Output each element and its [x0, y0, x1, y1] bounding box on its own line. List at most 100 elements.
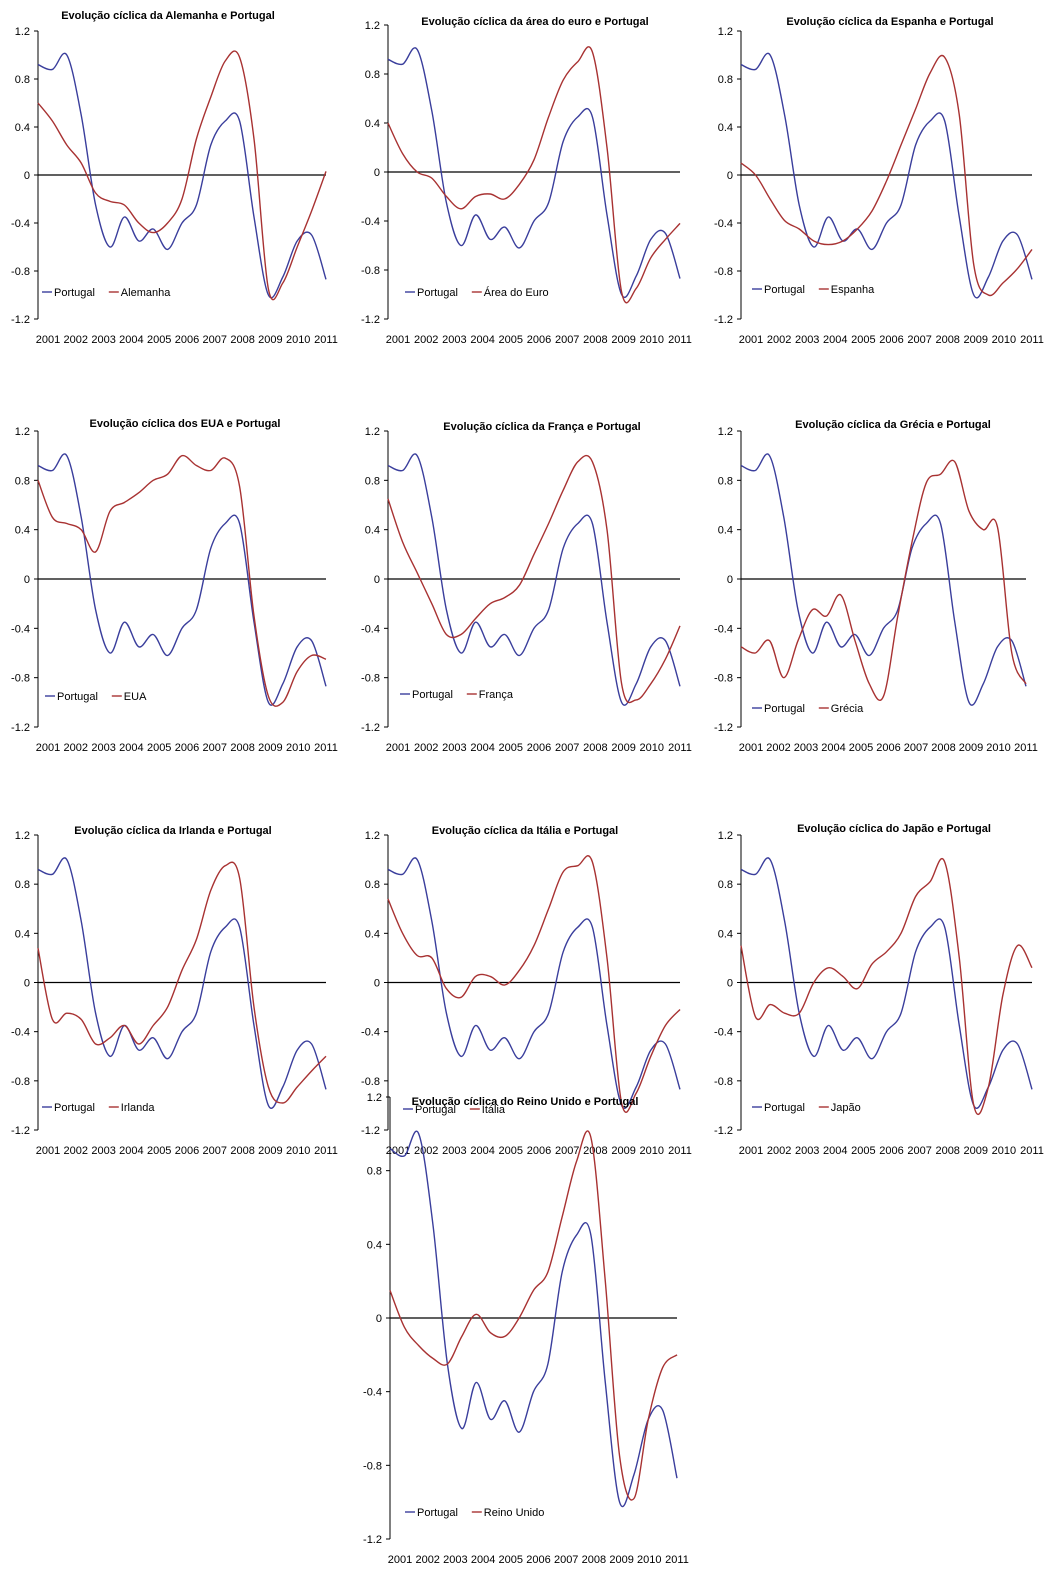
y-tick-label: -0.8: [714, 1076, 733, 1088]
chart-title: Evolução cíclica da França e Portugal: [443, 421, 640, 433]
series-line-portugal: [740, 857, 1033, 1109]
x-tick-label: 2004: [821, 742, 845, 754]
y-tick-label: 1.2: [15, 26, 30, 38]
y-tick-label: -0.8: [11, 266, 30, 278]
y-tick-label: -0.8: [714, 266, 733, 278]
y-tick-label: 0: [376, 1313, 382, 1325]
x-tick-label: 2006: [527, 334, 551, 346]
x-tick-label: 2005: [499, 1145, 523, 1157]
chart-title: Evolução cíclica do Reino Unido e Portug…: [412, 1096, 639, 1108]
y-tick-label: 0.8: [718, 74, 733, 86]
legend-label-portugal: Portugal: [764, 703, 805, 715]
x-tick-label: 2002: [767, 334, 791, 346]
x-tick-label: 2007: [203, 742, 227, 754]
x-tick-label: 2008: [935, 334, 959, 346]
x-tick-label: 2008: [583, 742, 607, 754]
legend-label-portugal: Portugal: [412, 689, 453, 701]
x-tick-label: 2010: [637, 1554, 661, 1566]
legend-label-japao: Japão: [831, 1102, 861, 1114]
y-tick-label: -1.2: [363, 1534, 382, 1546]
x-tick-label: 2002: [415, 1554, 439, 1566]
x-tick-label: 2011: [668, 742, 692, 754]
x-tick-label: 2011: [1020, 1145, 1044, 1157]
x-tick-label: 2008: [583, 334, 607, 346]
y-tick-label: 1.2: [718, 26, 733, 38]
y-tick-label: 0.4: [365, 118, 380, 130]
y-tick-label: 1.2: [365, 20, 380, 32]
series-line-portugal: [37, 453, 327, 706]
chart-10: Evolução cíclica do Reino Unido e Portug…: [363, 1092, 689, 1566]
x-tick-label: 2006: [175, 1145, 199, 1157]
chart-4: Evolução cíclica dos EUA e Portugal 1.2 0.…: [11, 418, 338, 754]
x-tick-label: 2002: [414, 1145, 438, 1157]
x-tick-label: 2003: [443, 1554, 467, 1566]
x-tick-label: 2010: [640, 334, 664, 346]
y-tick-label: -0.4: [11, 623, 30, 635]
x-tick-label: 2009: [611, 334, 635, 346]
y-tick-label: 0: [727, 978, 733, 990]
x-tick-label: 2005: [849, 742, 873, 754]
x-tick-label: 2003: [91, 1145, 115, 1157]
x-tick-label: 2010: [640, 742, 664, 754]
y-tick-label: -1.2: [714, 314, 733, 326]
x-tick-label: 2004: [119, 1145, 143, 1157]
x-tick-label: 2002: [414, 742, 438, 754]
y-tick-label: 0.4: [718, 928, 733, 940]
x-tick-label: 2007: [555, 334, 579, 346]
x-tick-label: 2005: [147, 742, 171, 754]
x-tick-label: 2011: [1014, 742, 1038, 754]
x-tick-label: 2002: [64, 742, 88, 754]
y-tick-label: 1.2: [15, 426, 30, 438]
x-tick-label: 2003: [794, 742, 818, 754]
series-line-franca: [387, 454, 681, 704]
y-tick-label: 0: [24, 170, 30, 182]
series-line-portugal: [37, 52, 327, 299]
x-tick-label: 2003: [91, 742, 115, 754]
legend-label-portugal: Portugal: [417, 287, 458, 299]
legend-label-italia: Itália: [482, 1104, 506, 1116]
x-tick-label: 2009: [611, 1145, 635, 1157]
legend-label-portugal: Portugal: [57, 691, 98, 703]
y-tick-label: -0.4: [361, 1027, 380, 1039]
y-tick-label: 0.8: [367, 1166, 382, 1178]
chart-7: Evolução cíclica da Irlanda e Portugal 1.…: [11, 825, 338, 1157]
chart-2: Evolução cíclica da área do euro e Portu…: [361, 16, 692, 346]
x-tick-label: 2004: [119, 334, 143, 346]
legend-label-portugal: Portugal: [764, 1102, 805, 1114]
x-tick-label: 2006: [879, 334, 903, 346]
legend-label-eua: EUA: [124, 691, 147, 703]
x-tick-label: 2011: [1020, 334, 1044, 346]
x-tick-label: 2009: [258, 1145, 282, 1157]
y-tick-label: 0.8: [718, 879, 733, 891]
series-line-portugal: [389, 1130, 678, 1507]
x-tick-label: 2001: [739, 742, 763, 754]
y-tick-label: -1.2: [714, 1125, 733, 1137]
chart-6: Evolução cíclica da Grécia e Portugal 1.2…: [714, 419, 1038, 754]
x-tick-label: 2005: [851, 1145, 875, 1157]
x-tick-label: 2003: [442, 334, 466, 346]
y-tick-label: -0.4: [11, 1027, 30, 1039]
x-tick-label: 2002: [414, 334, 438, 346]
chart-title: Evolução cíclica da Irlanda e Portugal: [74, 825, 271, 837]
x-tick-label: 2005: [147, 1145, 171, 1157]
y-tick-label: 0.4: [718, 122, 733, 134]
x-tick-label: 2010: [986, 742, 1010, 754]
x-tick-label: 2004: [119, 742, 143, 754]
chart-3: Evolução cíclica da Espanha e Portugal 1.…: [714, 16, 1044, 346]
x-tick-label: 2005: [851, 334, 875, 346]
x-tick-label: 2002: [767, 1145, 791, 1157]
y-tick-label: 0.8: [365, 879, 380, 891]
y-tick-label: 1.2: [718, 830, 733, 842]
x-tick-label: 2004: [470, 1145, 494, 1157]
x-tick-label: 2001: [386, 334, 410, 346]
y-tick-label: -1.2: [361, 1125, 380, 1137]
legend-label-espanha: Espanha: [831, 284, 875, 296]
y-tick-label: -0.8: [361, 673, 380, 685]
x-tick-label: 2010: [286, 334, 310, 346]
chart-title: Evolução cíclica da Alemanha e Portugal: [61, 10, 275, 22]
chart-1: Evolução cíclica da Alemanha e Portugal 1…: [11, 10, 338, 346]
x-tick-label: 2006: [876, 742, 900, 754]
x-tick-label: 2002: [64, 334, 88, 346]
series-line-italia: [387, 855, 681, 1113]
